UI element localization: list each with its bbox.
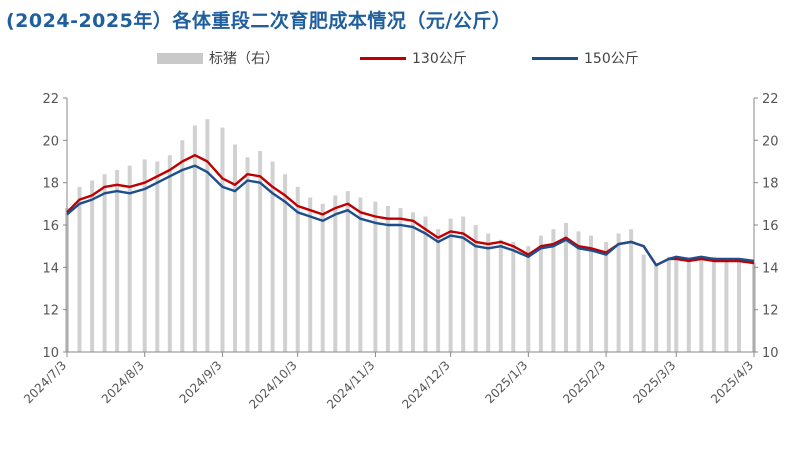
bar-standard-pig (155, 161, 160, 352)
bar-standard-pig (616, 233, 621, 352)
x-tick-label: 2025/3/3 (630, 358, 678, 406)
bar-standard-pig (373, 201, 378, 352)
bar-standard-pig (233, 144, 237, 352)
bar-standard-pig (333, 195, 338, 352)
bar-standard-pig (102, 174, 107, 352)
bar-standard-pig (220, 127, 225, 352)
bar-standard-pig (320, 203, 325, 352)
chart-title: (2024-2025年）各体重段二次育肥成本情况（元/公斤） (6, 10, 512, 32)
y-left-tick-label: 22 (42, 92, 59, 107)
y-left-tick-label: 18 (42, 177, 59, 192)
bar-standard-pig (358, 197, 363, 352)
bar-standard-pig (295, 186, 300, 352)
bar-standard-pig (629, 229, 634, 352)
bar-standard-pig (398, 208, 403, 352)
legend-item-150kg: 150公斤 (532, 48, 639, 68)
x-tick-label: 2025/1/3 (482, 358, 530, 406)
bar-standard-pig (473, 225, 478, 352)
bar-standard-pig (345, 191, 350, 352)
bar-standard-pig (654, 263, 659, 352)
bar-standard-pig (142, 159, 147, 352)
legend-swatch-bar (157, 52, 203, 64)
axes-layer (63, 97, 758, 357)
x-tick-label: 2024/7/3 (21, 358, 69, 406)
y-right-tick-label: 22 (762, 92, 779, 107)
y-left-tick-label: 10 (42, 346, 59, 361)
y-right-tick-label: 10 (762, 346, 779, 361)
bar-standard-pig (498, 239, 503, 352)
y-left-tick-label: 16 (42, 219, 59, 234)
bar-standard-pig (423, 216, 428, 352)
bar-standard-pig (511, 241, 516, 352)
bar-standard-pig (604, 241, 609, 352)
legend-item-standard-pig: 标猪（右） (157, 48, 279, 68)
x-tick-label: 2024/9/3 (177, 358, 225, 406)
chart-legend: 标猪（右） 130公斤 150公斤 (0, 48, 800, 70)
x-tick-label: 2025/2/3 (560, 358, 608, 406)
legend-swatch-blue-line (532, 56, 578, 60)
x-tick-label: 2024/11/3 (324, 358, 377, 411)
y-left-tick-label: 12 (42, 304, 59, 319)
x-tick-label: 2025/4/3 (708, 358, 756, 406)
bar-standard-pig (245, 157, 250, 352)
legend-swatch-red-line (360, 56, 406, 60)
bar-standard-pig (666, 256, 671, 353)
bar-standard-pig (526, 246, 531, 352)
legend-label-130kg: 130公斤 (412, 51, 467, 67)
bar-standard-pig (308, 197, 313, 352)
y-right-tick-label: 18 (762, 177, 779, 192)
bar-standard-pig (90, 180, 95, 352)
bars-layer (65, 119, 756, 353)
bar-standard-pig (538, 235, 543, 352)
y-right-tick-label: 12 (762, 304, 779, 319)
bar-standard-pig (724, 258, 729, 352)
x-tick-label: 2024/12/3 (399, 358, 452, 411)
x-tick-label: 2024/10/3 (246, 358, 299, 411)
bar-standard-pig (486, 233, 491, 352)
bar-standard-pig (641, 254, 646, 352)
bar-standard-pig (699, 258, 704, 352)
bar-standard-pig (461, 216, 466, 352)
bar-standard-pig (711, 256, 716, 353)
legend-label-150kg: 150公斤 (584, 51, 639, 67)
bar-standard-pig (385, 206, 390, 352)
bar-standard-pig (737, 261, 741, 352)
bar-standard-pig (283, 174, 288, 352)
y-right-tick-label: 16 (762, 219, 779, 234)
series-line-150kg (66, 164, 755, 267)
bar-standard-pig (686, 261, 691, 352)
y-right-tick-label: 14 (762, 261, 779, 276)
y-left-tick-label: 20 (42, 134, 59, 149)
bar-standard-pig (411, 212, 415, 352)
legend-label-standard-pig: 标猪（右） (209, 51, 279, 67)
bar-standard-pig (674, 256, 679, 353)
bar-standard-pig (258, 150, 263, 352)
bar-standard-pig (270, 161, 275, 352)
bar-standard-pig (551, 229, 556, 352)
legend-item-130kg: 130公斤 (360, 48, 467, 68)
bar-standard-pig (77, 186, 82, 352)
bar-standard-pig (564, 222, 568, 352)
lines-layer (66, 154, 755, 267)
bar-standard-pig (589, 235, 593, 352)
bar-standard-pig (127, 165, 132, 352)
bar-standard-pig (576, 231, 581, 352)
bar-standard-pig (180, 140, 185, 352)
x-tick-label: 2024/8/3 (99, 358, 147, 406)
y-left-tick-label: 14 (42, 261, 59, 276)
bar-standard-pig (167, 155, 172, 352)
bar-standard-pig (205, 119, 210, 352)
y-right-tick-label: 20 (762, 134, 779, 149)
bar-standard-pig (115, 170, 120, 352)
bar-standard-pig (448, 218, 453, 352)
bar-standard-pig (436, 229, 441, 352)
bar-standard-pig (192, 125, 197, 352)
